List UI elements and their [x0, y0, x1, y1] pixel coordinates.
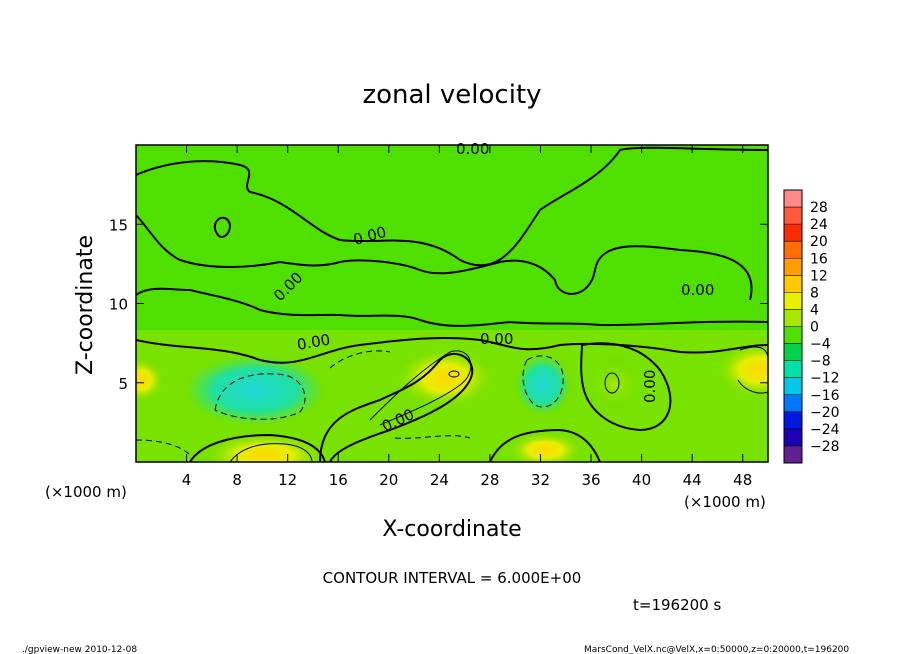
colorbar-swatch — [784, 241, 802, 259]
x-tick-label: 12 — [278, 471, 297, 489]
y-tick-label: 15 — [109, 216, 128, 234]
contour-zero-upper — [136, 146, 768, 267]
colorbar-label: −16 — [810, 388, 840, 404]
contour-label: 0.00 — [296, 330, 332, 354]
positive-region-bottom-center — [507, 432, 583, 462]
x-axis-label: X-coordinate — [382, 517, 521, 542]
colorbar-label: 4 — [810, 302, 819, 318]
contour-label: 0.00 — [456, 140, 489, 158]
contour-zero-bottom-right — [489, 428, 601, 462]
colorbar-label: −24 — [810, 422, 840, 438]
colorbar-label: 20 — [810, 234, 828, 250]
colorbar-swatch — [784, 275, 802, 293]
contour-positive-center — [369, 350, 472, 426]
x-tick-label: 4 — [182, 471, 192, 489]
contour-negative-mid — [329, 350, 471, 439]
x-axis-unit-left: (×1000 m) — [45, 483, 127, 501]
colorbar-swatch — [784, 309, 802, 327]
positive-region-bottom-left — [205, 433, 325, 462]
negative-region-left — [185, 355, 325, 425]
colorbar-label: 0 — [810, 320, 819, 336]
contour-negative-lower-left — [136, 439, 191, 456]
positive-region-left-edge — [136, 358, 165, 402]
x-tick-label: 48 — [733, 471, 752, 489]
x-axis-ticks: 4 8 12 16 20 24 28 32 36 40 44 48 — [182, 145, 752, 489]
colorbar-label: −4 — [810, 337, 831, 353]
colorbar-swatch — [784, 394, 802, 413]
contour-label: 0.00 — [681, 281, 714, 299]
time-text: t=196200 s — [633, 596, 721, 614]
colorbar-label: −20 — [810, 405, 840, 421]
contour-label: 0.00 — [480, 330, 513, 348]
colorbar-swatch — [784, 326, 802, 345]
positive-region-right — [715, 342, 768, 398]
contour-lines — [136, 146, 768, 462]
x-tick-label: 24 — [430, 471, 449, 489]
colorbar-label: 28 — [810, 200, 828, 216]
colorbar-label: −12 — [810, 371, 840, 387]
colorbar-swatch — [784, 343, 802, 362]
colorbar-swatch — [784, 207, 802, 225]
colorbar-swatch — [784, 224, 802, 242]
contour-negative-left — [214, 373, 306, 420]
x-tick-label: 32 — [531, 471, 550, 489]
contour-lines-thin — [229, 346, 768, 462]
contour-zero-bottom-left — [189, 433, 326, 462]
x-tick-label: 40 — [632, 471, 651, 489]
colorbar-swatch — [784, 411, 802, 430]
x-axis-unit-right: (×1000 m) — [684, 493, 766, 511]
contour-positive-bottom-left — [229, 443, 313, 462]
colorbar-swatch — [784, 258, 802, 276]
footer-left: ./gpview-new 2010-12-08 — [22, 645, 137, 654]
x-tick-label: 36 — [581, 471, 600, 489]
colorbar-label: 16 — [810, 251, 828, 267]
contour-positive-center-inner — [448, 370, 460, 378]
contour-zero-lower-band — [136, 336, 768, 364]
contour-negative-center — [522, 355, 564, 408]
contour-lines-negative — [136, 350, 564, 456]
colorbar-label: 12 — [810, 268, 828, 284]
colorbar-label: 8 — [810, 285, 819, 301]
contour-zero-upper-left-loop — [213, 216, 232, 238]
x-tick-label: 20 — [379, 471, 398, 489]
contour-zero-right-loop — [580, 342, 672, 432]
colorbar-label: 24 — [810, 217, 828, 233]
colorbar-label: −28 — [810, 439, 840, 455]
contour-label: 0.00 — [641, 370, 659, 403]
colorbar-swatch — [784, 428, 802, 447]
colorbar-swatch — [784, 292, 802, 310]
colorbar-swatch — [784, 445, 802, 464]
colorbar-label: −8 — [810, 354, 831, 370]
chart-title: zonal velocity — [362, 80, 541, 110]
weak-positive-right — [580, 355, 650, 415]
x-tick-label: 28 — [480, 471, 499, 489]
x-tick-label: 8 — [232, 471, 242, 489]
x-tick-label: 44 — [683, 471, 702, 489]
plot-area — [136, 145, 768, 462]
y-axis-ticks: 5 10 15 — [109, 216, 768, 393]
contour-interval-text: CONTOUR INTERVAL = 6.000E+00 — [323, 569, 582, 587]
contour-zero-mid — [136, 214, 753, 301]
y-tick-label: 10 — [109, 296, 128, 314]
colorbar-swatch — [784, 377, 802, 396]
contour-zero-low — [319, 353, 474, 462]
y-tick-label: 5 — [118, 375, 128, 393]
contour-positive-right-inner — [604, 372, 620, 394]
contour-zero-middle-band — [136, 287, 768, 327]
x-tick-label: 16 — [329, 471, 348, 489]
y-axis-label: Z-coordinate — [73, 235, 98, 375]
colorbar-swatch — [784, 360, 802, 379]
colorbar-swatch — [784, 190, 802, 208]
footer-right: MarsCond_VelX.nc@VelX,x=0:50000,z=0:2000… — [584, 645, 849, 654]
